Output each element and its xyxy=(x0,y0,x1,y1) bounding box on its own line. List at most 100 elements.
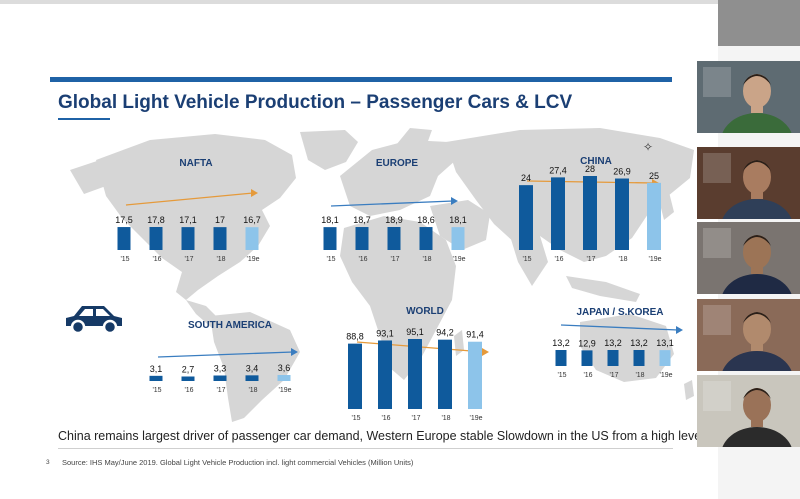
chart-bar xyxy=(181,227,195,250)
data-label: 2,7 xyxy=(182,365,195,375)
tick-label: '19e xyxy=(246,256,259,263)
chart-nafta: NAFTA 17,5 '15 17,8 '16 17,1 '17 17 '18 16,7 '19e xyxy=(115,158,261,263)
tick-label: '19e xyxy=(469,415,482,422)
tick-label: '16 xyxy=(184,387,193,394)
chart-south-america: SOUTH AMERICA 3,1 '15 2,7 '16 3,3 '17 3,4 '18 3,6… xyxy=(149,320,298,394)
chart-bar xyxy=(555,350,567,366)
chart-bar xyxy=(245,375,259,381)
chart-bar xyxy=(348,343,362,409)
tick-label: '19e xyxy=(452,256,465,263)
chart-world: WORLD 88,8 '15 93,1 '16 95,1 '17 94,2 '18 91,4 '19… xyxy=(346,306,489,422)
chart-bar xyxy=(519,185,533,250)
world-map-icon xyxy=(70,128,694,422)
person-icon xyxy=(697,299,800,371)
data-label: 28 xyxy=(585,164,595,174)
caption-rule xyxy=(58,448,673,449)
data-label: 18,1 xyxy=(449,215,467,225)
chart-title: JAPAN / S.KOREA xyxy=(576,307,663,318)
tick-label: '18 xyxy=(441,415,450,422)
tick-label: '18 xyxy=(635,372,644,379)
tick-label: '18 xyxy=(248,387,257,394)
tick-label: '16 xyxy=(583,372,592,379)
tick-label: '16 xyxy=(381,415,390,422)
chart-bar xyxy=(213,227,227,250)
data-label: 95,1 xyxy=(406,327,424,337)
tick-label: '17 xyxy=(586,256,595,263)
chart-bar xyxy=(387,227,401,250)
chart-bar xyxy=(408,339,422,409)
data-label: 88,8 xyxy=(346,332,364,342)
tick-label: '18 xyxy=(422,256,431,263)
data-label: 3,6 xyxy=(278,363,291,373)
tick-label: '19e xyxy=(278,387,291,394)
tick-label: '16 xyxy=(358,256,367,263)
chart-bar xyxy=(245,227,259,250)
tick-label: '16 xyxy=(554,256,563,263)
video-tile-participant-3[interactable] xyxy=(697,222,800,294)
chart-bar xyxy=(633,350,645,366)
person-icon xyxy=(697,147,800,219)
chart-bar xyxy=(117,227,131,250)
data-label: 17,5 xyxy=(115,215,133,225)
data-label: 18,6 xyxy=(417,215,435,225)
tick-label: '17 xyxy=(216,387,225,394)
trend-arrowhead xyxy=(676,326,683,334)
tick-label: '17 xyxy=(609,372,618,379)
data-label: 91,4 xyxy=(466,330,484,340)
tick-label: '15 xyxy=(152,387,161,394)
chart-europe: EUROPE 18,1 '15 18,7 '16 18,9 '17 18,6 '18 18,1 '1… xyxy=(321,158,467,263)
chart-title: SOUTH AMERICA xyxy=(188,320,272,331)
chart-bar xyxy=(583,176,597,250)
data-label: 17,8 xyxy=(147,215,165,225)
chart-bar xyxy=(323,227,337,250)
chart-bar xyxy=(451,227,465,250)
trend-line xyxy=(560,324,679,331)
chart-bar xyxy=(607,350,619,366)
chart-bar xyxy=(647,182,661,250)
chart-bar xyxy=(277,375,291,381)
slide-caption: China remains largest driver of passenge… xyxy=(58,429,704,443)
trend-line xyxy=(157,351,294,358)
tick-label: '18 xyxy=(618,256,627,263)
data-label: 27,4 xyxy=(549,165,567,175)
trend-arrowhead xyxy=(482,348,489,356)
tick-label: '17 xyxy=(411,415,420,422)
data-label: 17 xyxy=(215,215,225,225)
chart-bar xyxy=(581,350,593,366)
chart-japan-skorea: JAPAN / S.KOREA 13,2 '15 12,9 '16 13,2 '17 13,2… xyxy=(552,307,683,379)
person-icon xyxy=(697,61,800,133)
data-label: 18,7 xyxy=(353,215,371,225)
tick-label: '19e xyxy=(648,256,661,263)
video-tile-participant-1[interactable] xyxy=(697,61,800,133)
sidebar-header-area xyxy=(718,0,800,46)
chart-bar xyxy=(149,375,163,381)
chart-bar xyxy=(181,376,195,381)
tick-label: '19e xyxy=(659,372,672,379)
source-footnote: Source: IHS May/June 2019. Global Light … xyxy=(62,458,414,467)
chart-china: CHINA 24 '15 27,4 '16 28 '17 26,9 '18 25 '19e xyxy=(519,156,662,263)
person-icon xyxy=(697,375,800,447)
data-label: 12,9 xyxy=(578,338,596,348)
trend-line xyxy=(125,192,254,206)
trend-arrowhead xyxy=(451,197,458,205)
data-label: 3,4 xyxy=(246,363,259,373)
data-label: 18,9 xyxy=(385,215,403,225)
chart-title: WORLD xyxy=(406,306,444,317)
video-tile-participant-4[interactable] xyxy=(697,299,800,371)
chart-bar xyxy=(551,177,565,250)
title-rule xyxy=(50,77,672,82)
data-label: 94,2 xyxy=(436,328,454,338)
title-underline xyxy=(58,118,110,120)
footnote-number: 3 xyxy=(46,459,50,466)
tick-label: '17 xyxy=(184,256,193,263)
data-label: 13,1 xyxy=(656,338,674,348)
data-label: 3,3 xyxy=(214,364,227,374)
video-tile-participant-2[interactable] xyxy=(697,147,800,219)
data-label: 18,1 xyxy=(321,215,339,225)
data-label: 24 xyxy=(521,173,531,183)
chart-bar xyxy=(438,339,452,409)
video-tile-participant-5[interactable] xyxy=(697,375,800,447)
data-label: 13,2 xyxy=(552,338,570,348)
chart-bar xyxy=(213,375,227,381)
chart-bar xyxy=(378,340,392,409)
